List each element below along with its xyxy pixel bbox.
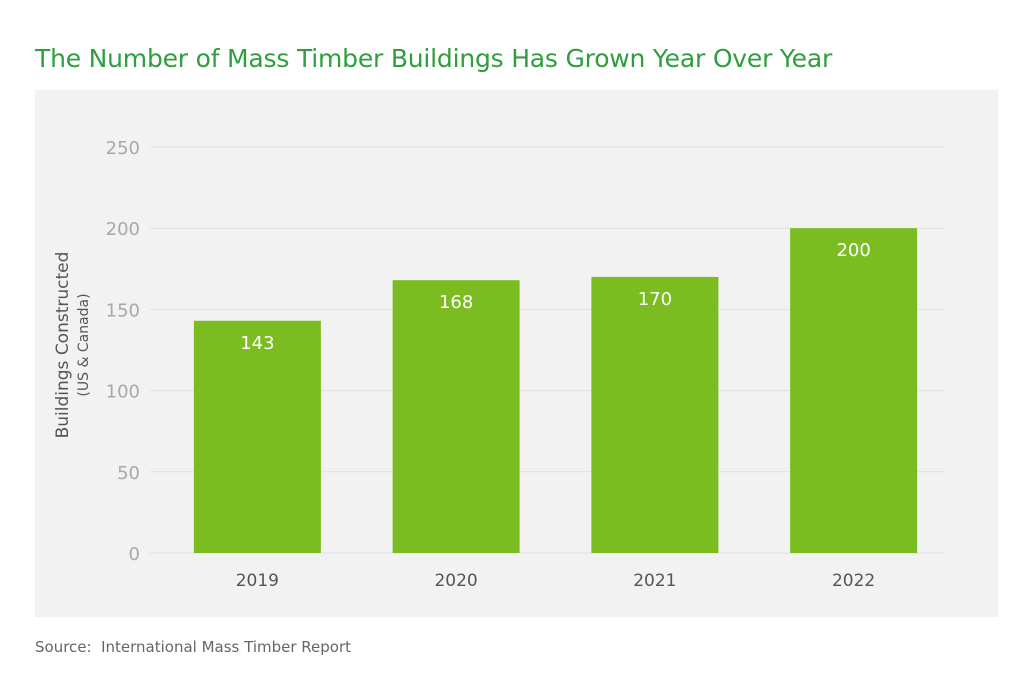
bar-chart: Buildings Constructed (US & Canada) 0 50 1… bbox=[53, 138, 945, 591]
y-axis-title: Buildings Constructed (US & Canada) bbox=[53, 252, 92, 439]
y-tick-label: 0 bbox=[129, 544, 140, 565]
data-label: 143 bbox=[240, 333, 274, 354]
bar-2021 bbox=[591, 276, 719, 553]
y-tick-label: 50 bbox=[117, 463, 140, 484]
x-tick-label: 2022 bbox=[832, 571, 875, 591]
bar-2019 bbox=[193, 320, 321, 553]
y-axis-sublabel: (US & Canada) bbox=[76, 293, 92, 396]
x-tick-label: 2021 bbox=[633, 571, 676, 591]
data-label: 170 bbox=[638, 289, 672, 310]
y-tick-label: 250 bbox=[106, 138, 140, 159]
y-tick-label: 100 bbox=[106, 382, 140, 403]
bar-2020 bbox=[392, 280, 520, 553]
data-label: 168 bbox=[439, 292, 473, 313]
y-axis-label: Buildings Constructed bbox=[53, 252, 73, 439]
source-note: Source: International Mass Timber Report bbox=[35, 638, 352, 656]
chart-title: The Number of Mass Timber Buildings Has … bbox=[35, 44, 833, 73]
data-label: 200 bbox=[836, 240, 870, 261]
x-tick-label: 2019 bbox=[236, 571, 279, 591]
chart-panel: Buildings Constructed (US & Canada) 0 50 1… bbox=[35, 90, 998, 617]
bar-2022 bbox=[790, 228, 918, 553]
y-tick-label: 150 bbox=[106, 300, 140, 321]
y-tick-label: 200 bbox=[106, 219, 140, 240]
x-tick-label: 2020 bbox=[434, 571, 477, 591]
